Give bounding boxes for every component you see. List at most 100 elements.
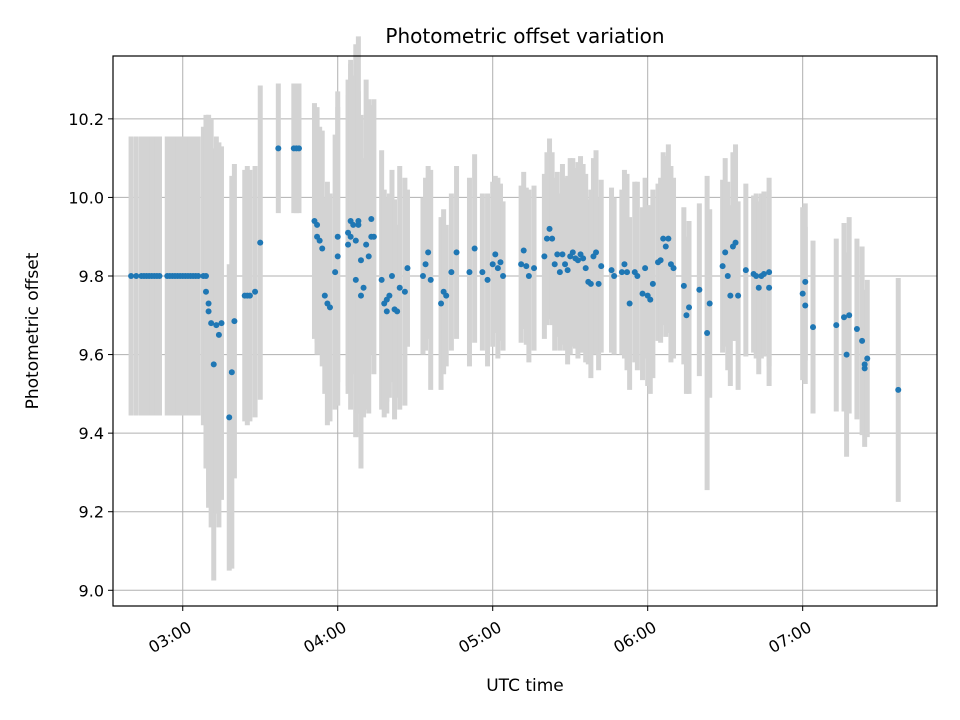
y-tick-label: 9.8 — [79, 267, 104, 286]
data-point — [332, 269, 339, 276]
data-point — [724, 273, 731, 279]
data-point — [551, 261, 558, 268]
data-point — [680, 282, 687, 289]
y-axis-label: Photometric offset — [23, 252, 43, 409]
data-point — [853, 326, 860, 333]
data-point — [195, 273, 202, 279]
data-point — [500, 273, 507, 279]
data-point — [404, 265, 411, 272]
y-tick-label: 9.2 — [79, 503, 104, 522]
data-point — [662, 243, 669, 250]
data-point — [802, 278, 809, 285]
data-point — [523, 263, 530, 270]
data-point — [564, 267, 571, 274]
plot-frame — [112, 55, 938, 607]
data-point — [425, 249, 432, 256]
data-point — [683, 312, 690, 319]
data-points — [128, 145, 902, 421]
data-point — [202, 273, 209, 279]
data-point — [334, 233, 341, 240]
data-point — [861, 361, 868, 368]
x-tick-label: 06:00 — [610, 617, 659, 657]
data-point — [394, 308, 401, 315]
data-point — [753, 273, 760, 279]
data-point — [427, 276, 434, 283]
data-point — [582, 265, 589, 272]
data-point — [326, 304, 333, 311]
data-point — [546, 225, 553, 232]
data-point — [624, 269, 631, 276]
data-point — [355, 218, 362, 224]
x-tick-label: 03:00 — [145, 617, 194, 657]
data-point — [843, 351, 850, 358]
data-point — [438, 300, 445, 307]
data-point — [319, 245, 326, 252]
data-point — [484, 276, 491, 283]
data-point — [215, 331, 222, 338]
data-point — [665, 235, 672, 242]
data-point — [334, 253, 341, 260]
data-point — [608, 267, 615, 274]
data-point — [228, 369, 235, 376]
data-point — [569, 249, 576, 256]
data-point — [275, 145, 282, 152]
x-tick-label: 04:00 — [300, 617, 349, 657]
data-point — [497, 259, 504, 266]
data-point — [719, 263, 726, 270]
data-point — [846, 312, 853, 319]
y-tick-label: 10.0 — [68, 188, 104, 207]
data-point — [621, 261, 628, 268]
data-point — [626, 300, 633, 307]
data-point — [766, 284, 773, 291]
chart-title: Photometric offset variation — [385, 24, 664, 48]
data-point — [368, 216, 375, 223]
data-point — [760, 271, 767, 278]
data-point — [686, 304, 693, 311]
data-point — [321, 292, 328, 299]
data-point — [859, 337, 866, 344]
data-point — [347, 233, 354, 240]
data-point — [642, 265, 649, 272]
data-point — [554, 251, 561, 258]
data-point — [810, 324, 817, 331]
data-point — [611, 273, 618, 279]
data-point — [802, 302, 809, 309]
data-point — [479, 269, 486, 276]
data-point — [755, 284, 762, 291]
data-point — [639, 290, 646, 297]
data-point — [350, 221, 357, 228]
data-point — [670, 265, 677, 272]
data-point — [316, 237, 323, 244]
data-point — [453, 249, 460, 256]
data-point — [727, 292, 734, 299]
data-point — [864, 355, 871, 362]
data-point — [357, 257, 364, 264]
data-point — [205, 308, 212, 315]
data-point — [742, 267, 749, 274]
x-axis-label: UTC time — [486, 676, 564, 696]
data-point — [598, 263, 605, 270]
data-point — [696, 286, 703, 293]
data-point — [657, 257, 664, 264]
data-point — [660, 235, 667, 242]
y-tick-label: 9.0 — [79, 581, 104, 600]
data-point — [706, 300, 713, 307]
data-point — [226, 414, 233, 421]
data-point — [489, 261, 496, 268]
data-point — [735, 292, 742, 299]
data-point — [492, 251, 499, 258]
data-point — [799, 290, 806, 297]
data-point — [378, 276, 385, 283]
data-point — [556, 269, 563, 276]
data-point — [314, 221, 321, 228]
data-point — [531, 265, 538, 272]
x-tick-label: 05:00 — [455, 617, 504, 657]
data-point — [386, 292, 393, 299]
data-point — [257, 239, 264, 246]
data-point — [422, 261, 429, 268]
data-point — [559, 251, 566, 258]
y-tick-label: 10.2 — [68, 110, 104, 129]
data-point — [388, 273, 395, 279]
data-point — [895, 386, 902, 393]
